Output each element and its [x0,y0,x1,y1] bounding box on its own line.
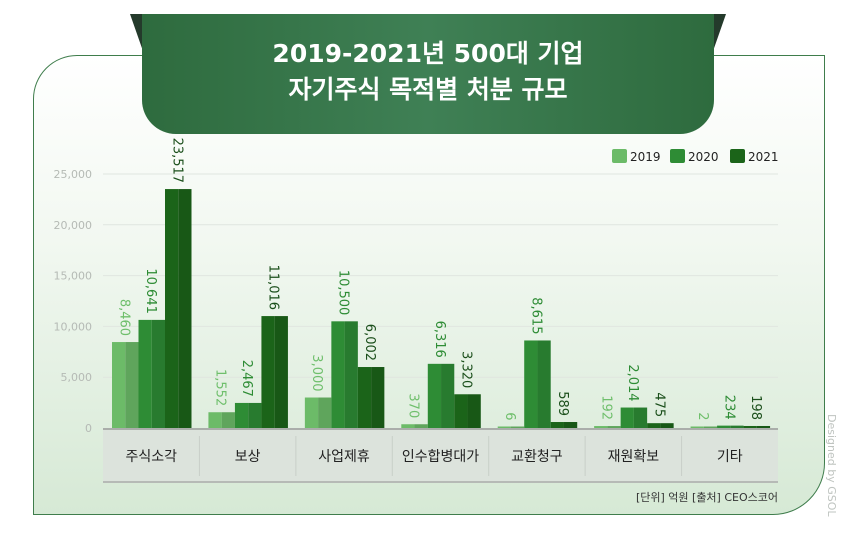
bar-2019-shade [414,424,428,428]
bar-2020 [427,363,442,428]
bar-2020-shade [537,340,551,428]
value-label: 3,000 [309,354,324,391]
y-tick-label: 20,000 [54,219,93,232]
legend-swatch-2019 [612,149,627,163]
category-label: 기타 [717,449,743,465]
bar-2021 [743,425,757,428]
category-label: 보상 [235,449,261,465]
bar-2019 [401,424,415,428]
bar-2020 [717,425,731,428]
value-label: 6,002 [362,324,377,361]
bar-2021-shade [467,394,481,428]
value-label: 6,316 [432,321,447,358]
bar-2019-shade [318,397,332,428]
bar-2021-shade [274,316,288,428]
value-label: 192 [598,395,613,420]
bar-2019-shade [221,412,235,428]
bar-2020 [234,402,249,428]
category-label: 사업제휴 [318,449,370,465]
bar-2019-shade [510,426,525,428]
designer-credit: Designed by GSOL [825,414,838,517]
bar-2021-shade [178,189,192,428]
bar-2020 [620,407,634,428]
y-tick-label: 10,000 [54,320,93,333]
value-label: 475 [651,392,666,417]
bar-2019 [497,426,511,428]
bar-2019 [112,342,126,428]
category-label: 인수합병대가 [402,449,479,465]
title-banner: 2019-2021년 500대 기업 자기주식 목적별 처분 규모 [142,14,714,134]
value-label: 2,014 [625,364,640,401]
value-label: 23,517 [169,138,184,184]
bar-2020 [138,319,152,428]
y-tick-label: 0 [85,422,92,435]
bar-2020 [331,321,345,428]
bar-2021-shade [660,423,674,428]
value-label: 6 [502,412,517,420]
y-tick-label: 5,000 [61,371,93,384]
title-line-2: 자기주식 목적별 처분 규모 [288,75,568,104]
legend-label-2020: 2020 [688,150,719,164]
value-label: 3,320 [459,351,474,388]
bar-2019-shade [607,426,621,428]
legend-label-2019: 2019 [630,150,661,164]
value-label: 2,467 [239,360,254,397]
source-note: [단위] 억원 [출처] CEO스코어 [635,491,778,504]
bar-2020-shade [344,321,358,428]
bar-2021 [454,394,468,428]
value-label: 11,016 [266,265,281,311]
bar-2019 [690,426,704,428]
bar-2020-shade [248,402,262,428]
legend-swatch-2021 [730,149,745,163]
category-label: 교환청구 [511,449,563,465]
y-tick-label: 25,000 [54,168,93,181]
value-label: 10,641 [143,268,158,314]
bar-2020-shade [441,363,455,428]
bar-2021 [647,423,661,428]
value-label: 234 [721,395,736,420]
category-label: 재원확보 [608,449,660,465]
y-tick-label: 15,000 [54,270,93,283]
value-label: 198 [748,395,763,420]
category-band [103,430,778,481]
bar-2021 [357,367,372,428]
value-label: 589 [555,391,570,416]
bar-2019 [304,397,319,428]
banner-tab-right [712,14,726,54]
bar-2020 [524,340,538,428]
bar-2021 [550,422,564,428]
value-label: 370 [406,393,421,418]
category-label: 주식소각 [125,449,177,465]
title-line-1: 2019-2021년 500대 기업 [272,39,584,68]
bar-2021 [165,189,179,428]
bar-2021-shade [563,422,578,428]
legend-label-2021: 2021 [748,150,779,164]
value-label: 10,500 [336,270,351,316]
bar-2019-shade [703,426,718,428]
banner-tab-left [130,14,144,54]
bar-2020-shade [633,407,648,428]
bar-2020-shade [730,425,744,428]
value-label: 8,460 [116,299,131,336]
bar-2021 [261,316,275,428]
value-label: 8,615 [528,297,543,334]
bar-2019-shade [125,342,139,428]
legend-swatch-2020 [670,149,685,163]
bar-2019 [594,426,608,428]
bar-2019 [208,412,222,428]
bar-2021-shade [756,425,771,428]
bar-2021-shade [371,367,385,428]
bar-2020-shade [151,319,165,428]
value-label: 2 [695,412,710,420]
value-label: 1,552 [213,369,228,406]
